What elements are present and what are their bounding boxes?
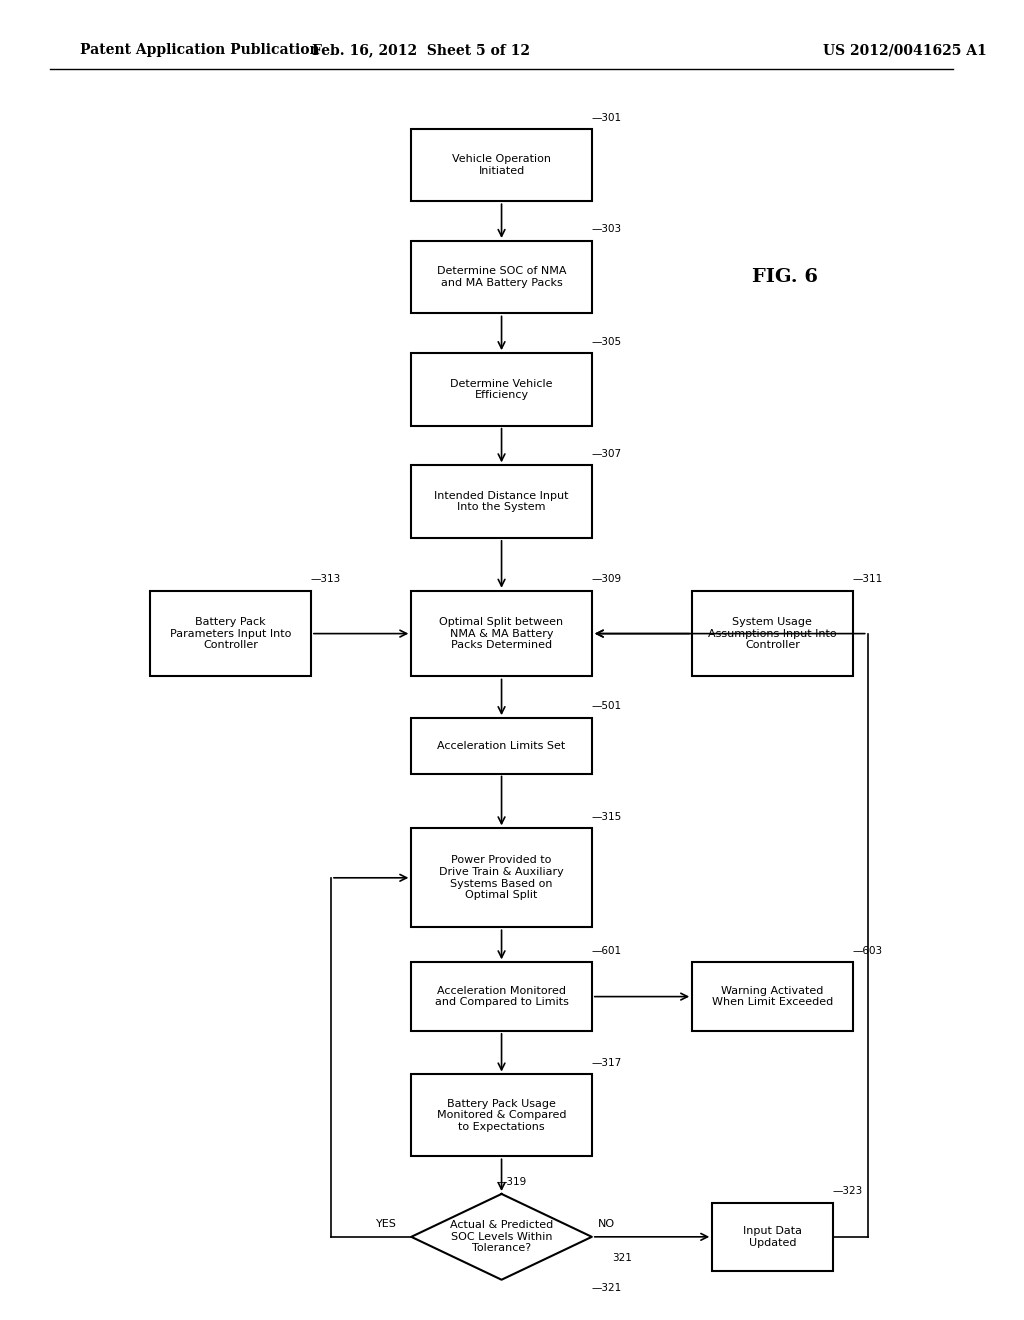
Text: Feb. 16, 2012  Sheet 5 of 12: Feb. 16, 2012 Sheet 5 of 12 [312,44,530,57]
Text: 321: 321 [612,1253,632,1263]
FancyBboxPatch shape [412,128,592,201]
FancyBboxPatch shape [412,465,592,539]
Text: System Usage
Assumptions Input Into
Controller: System Usage Assumptions Input Into Cont… [708,616,837,651]
Text: FIG. 6: FIG. 6 [753,268,818,286]
FancyBboxPatch shape [412,352,592,425]
Text: —303: —303 [592,224,622,235]
Text: —601: —601 [592,945,622,956]
FancyBboxPatch shape [412,829,592,927]
Text: Warning Activated
When Limit Exceeded: Warning Activated When Limit Exceeded [712,986,833,1007]
Text: Acceleration Monitored
and Compared to Limits: Acceleration Monitored and Compared to L… [434,986,568,1007]
FancyBboxPatch shape [713,1203,833,1271]
Text: Acceleration Limits Set: Acceleration Limits Set [437,741,565,751]
Text: US 2012/0041625 A1: US 2012/0041625 A1 [822,44,986,57]
Text: —323: —323 [833,1185,863,1196]
FancyBboxPatch shape [151,591,311,676]
Text: Power Provided to
Drive Train & Auxiliary
Systems Based on
Optimal Split: Power Provided to Drive Train & Auxiliar… [439,855,564,900]
Text: Determine Vehicle
Efficiency: Determine Vehicle Efficiency [451,379,553,400]
Text: —603: —603 [853,945,883,956]
Text: —317: —317 [592,1057,622,1068]
Text: —313: —313 [311,574,341,583]
Text: Vehicle Operation
Initiated: Vehicle Operation Initiated [452,154,551,176]
Text: Actual & Predicted
SOC Levels Within
Tolerance?: Actual & Predicted SOC Levels Within Tol… [450,1220,553,1254]
Text: —319: —319 [497,1177,526,1188]
Text: —311: —311 [853,574,883,583]
Text: —321: —321 [592,1283,622,1294]
FancyBboxPatch shape [412,591,592,676]
Text: Battery Pack
Parameters Input Into
Controller: Battery Pack Parameters Input Into Contr… [170,616,292,651]
Text: —305: —305 [592,337,622,347]
Text: Battery Pack Usage
Monitored & Compared
to Expectations: Battery Pack Usage Monitored & Compared … [437,1098,566,1133]
Text: YES: YES [376,1218,396,1229]
Text: —309: —309 [592,574,622,583]
Text: Intended Distance Input
Into the System: Intended Distance Input Into the System [434,491,568,512]
Text: —315: —315 [592,812,622,821]
FancyBboxPatch shape [412,962,592,1031]
Text: Optimal Split between
NMA & MA Battery
Packs Determined: Optimal Split between NMA & MA Battery P… [439,616,563,651]
FancyBboxPatch shape [692,591,853,676]
FancyBboxPatch shape [412,240,592,313]
FancyBboxPatch shape [412,718,592,774]
Text: Patent Application Publication: Patent Application Publication [80,44,319,57]
FancyBboxPatch shape [692,962,853,1031]
Text: —307: —307 [592,449,622,459]
Text: NO: NO [598,1218,615,1229]
FancyBboxPatch shape [412,1074,592,1156]
Text: Determine SOC of NMA
and MA Battery Packs: Determine SOC of NMA and MA Battery Pack… [437,267,566,288]
Text: —501: —501 [592,701,622,711]
Text: Input Data
Updated: Input Data Updated [742,1226,802,1247]
Text: —301: —301 [592,112,622,123]
